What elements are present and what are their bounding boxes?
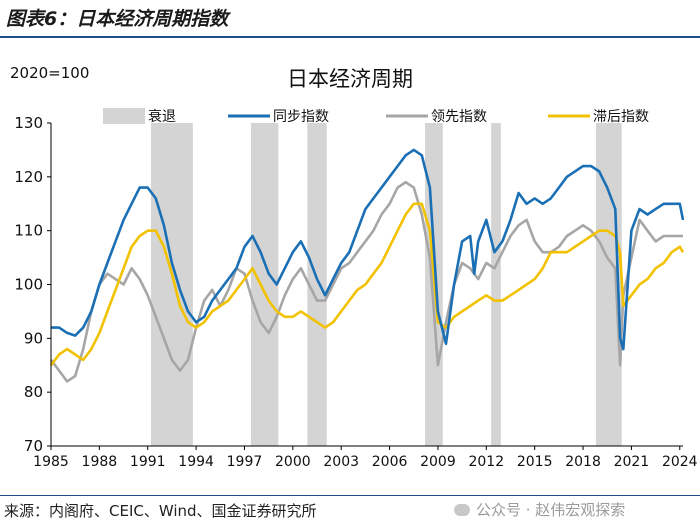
header-rule [0, 36, 700, 38]
business-cycle-chart: 日本经济周期 2020=100 70 80 90 100 110 120 130 1985 19… [10, 64, 698, 470]
lagging-index-line [49, 202, 685, 367]
figure-title: 图表6：日本经济周期指数 [6, 8, 229, 30]
wechat-icon [454, 504, 470, 516]
coincident-index-line [51, 148, 685, 351]
recession-band-2 [250, 123, 279, 446]
x-tick-label: 2009 [420, 454, 456, 470]
recession-band-5 [491, 123, 501, 446]
footer-rule [0, 495, 700, 496]
y-tick-label: 80 [24, 383, 43, 401]
x-tick-label: 2018 [565, 454, 601, 470]
y-tick-label: 100 [14, 276, 43, 294]
legend-item-recession: 衰退 [148, 108, 176, 125]
legend-swatch-recession [103, 108, 145, 124]
x-tick-label: 2000 [275, 454, 311, 470]
y-tick-label: 130 [14, 114, 43, 132]
chart-title: 日本经济周期 [287, 67, 413, 91]
legend-item-coincident: 同步指数 [273, 109, 329, 125]
x-tick-label: 1994 [178, 454, 214, 470]
recession-shading [150, 123, 622, 446]
watermark: 公众号 · 赵伟宏观探索 [454, 499, 625, 520]
y-tick-label: 110 [14, 222, 43, 240]
x-tick-label: 2003 [323, 454, 359, 470]
recession-band-1 [150, 123, 193, 446]
x-tick-label: 2006 [372, 454, 408, 470]
series-lines [49, 148, 685, 383]
y-tick-label: 70 [24, 437, 43, 455]
x-tick-label: 2021 [614, 454, 650, 470]
legend-item-leading: 领先指数 [431, 109, 487, 125]
x-tick-label: 2015 [517, 454, 553, 470]
legend: 衰退 同步指数 领先指数 滞后指数 [103, 108, 649, 125]
x-tick-label: 2012 [468, 454, 504, 470]
recession-band-3 [307, 123, 327, 446]
x-tick-label: 2024 [662, 454, 698, 470]
y-tick-label: 120 [14, 168, 43, 186]
unit-note: 2020=100 [10, 64, 89, 82]
x-tick-label: 1997 [227, 454, 263, 470]
leading-index-line [49, 180, 683, 383]
source-note: 来源：内阁府、CEIC、Wind、国金证券研究所 [4, 502, 317, 520]
legend-item-lagging: 滞后指数 [593, 109, 649, 125]
watermark-text: 公众号 · 赵伟宏观探索 [476, 501, 626, 519]
x-tick-label: 1988 [82, 454, 118, 470]
x-tick-label: 1985 [33, 454, 69, 470]
axes: 70 80 90 100 110 120 130 1985 1988 1991 1994 1997 20… [14, 114, 697, 470]
x-tick-label: 1991 [130, 454, 166, 470]
y-tick-label: 90 [24, 329, 43, 347]
figure-header: 图表6：日本经济周期指数 [0, 0, 700, 36]
